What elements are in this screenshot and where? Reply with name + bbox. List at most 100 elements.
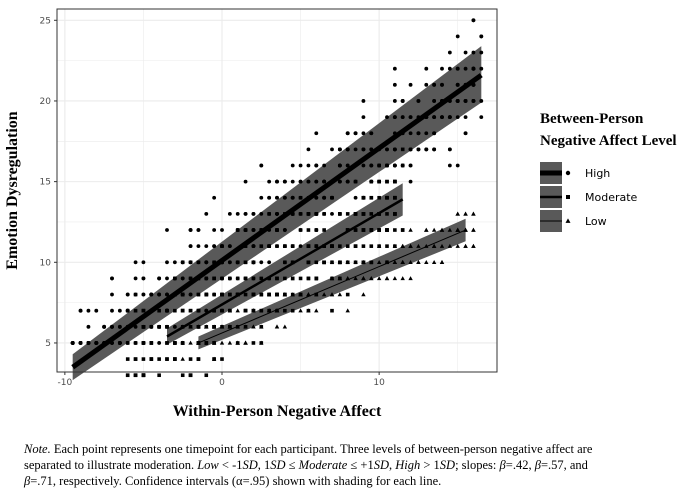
point-low — [235, 308, 240, 313]
point-moderate — [125, 357, 130, 361]
point-moderate — [149, 325, 154, 329]
point-high — [275, 195, 279, 200]
point-high — [227, 260, 232, 265]
point-moderate — [188, 276, 193, 281]
point-moderate — [314, 260, 319, 265]
point-moderate — [385, 228, 389, 232]
point-high — [157, 292, 162, 297]
point-moderate — [314, 276, 319, 281]
point-high — [471, 50, 476, 55]
point-moderate — [385, 244, 389, 248]
point-low — [219, 324, 225, 329]
point-moderate — [235, 276, 240, 281]
point-high — [149, 292, 154, 297]
point-high — [400, 115, 405, 119]
point-moderate — [149, 357, 154, 361]
point-low — [392, 243, 398, 248]
point-high — [369, 131, 374, 136]
fit-line-high — [71, 73, 483, 370]
point-moderate — [125, 308, 130, 313]
point-high — [282, 179, 287, 184]
point-moderate — [204, 292, 209, 297]
point-moderate — [377, 195, 381, 200]
point-high — [78, 308, 83, 313]
point-high — [330, 211, 334, 216]
point-low — [329, 259, 335, 264]
point-moderate — [204, 341, 209, 345]
point-low — [392, 276, 398, 281]
point-moderate — [165, 357, 169, 361]
point-high — [110, 324, 114, 329]
point-high — [86, 324, 91, 329]
point-moderate — [133, 357, 138, 361]
point-low — [314, 292, 319, 297]
point-low — [274, 292, 280, 297]
point-low — [211, 340, 217, 345]
point-moderate — [377, 179, 381, 184]
point-high — [290, 163, 295, 168]
point-moderate — [125, 341, 130, 345]
point-moderate — [330, 308, 334, 313]
point-low — [376, 259, 382, 264]
point-high — [440, 115, 444, 119]
point-high — [110, 276, 114, 281]
point-moderate — [259, 292, 264, 297]
ci-band-low — [198, 218, 466, 350]
point-high — [408, 163, 413, 168]
point-moderate — [157, 373, 161, 378]
point-high — [337, 179, 342, 184]
point-high — [275, 211, 279, 216]
point-high — [455, 82, 460, 87]
point-high — [165, 292, 169, 297]
point-moderate — [322, 260, 326, 265]
point-high — [369, 163, 374, 168]
point-moderate — [377, 163, 381, 168]
point-moderate — [141, 373, 146, 378]
point-low — [243, 324, 248, 329]
point-low — [227, 308, 233, 313]
point-moderate — [173, 276, 177, 281]
point-low — [274, 324, 280, 329]
point-high — [212, 228, 217, 232]
y-tick-label: 10 — [40, 258, 52, 268]
note-text: =.57, and — [540, 458, 588, 472]
point-moderate — [243, 228, 248, 232]
point-high — [455, 34, 460, 39]
point-moderate — [306, 228, 311, 232]
point-high — [212, 195, 217, 200]
note-text: ; slopes: — [455, 458, 500, 472]
y-tick-label: 5 — [45, 339, 51, 349]
point-low — [282, 324, 288, 329]
point-high — [471, 66, 476, 71]
point-high — [196, 244, 201, 249]
point-high — [165, 260, 169, 265]
regression-lines — [71, 73, 483, 370]
point-moderate — [212, 260, 216, 265]
point-low — [306, 308, 311, 313]
point-high — [455, 115, 460, 119]
point-high — [251, 211, 256, 216]
point-low — [266, 292, 272, 297]
note-sd: SD — [373, 458, 389, 472]
point-high — [385, 147, 389, 152]
point-high — [361, 131, 366, 136]
point-moderate — [188, 373, 193, 378]
point-low — [463, 243, 468, 248]
point-high — [259, 163, 264, 168]
point-high — [353, 195, 358, 200]
point-moderate — [338, 212, 342, 216]
point-moderate — [298, 212, 303, 216]
point-moderate — [400, 228, 405, 232]
point-low — [416, 259, 421, 264]
point-high — [322, 179, 327, 184]
point-high — [416, 131, 421, 136]
point-moderate — [212, 308, 216, 313]
point-moderate — [259, 244, 264, 248]
point-low — [400, 259, 405, 264]
point-high — [172, 260, 177, 265]
point-low — [204, 324, 209, 329]
point-moderate — [338, 244, 342, 248]
point-high — [432, 131, 437, 136]
point-high — [432, 147, 437, 152]
point-moderate — [267, 212, 271, 216]
